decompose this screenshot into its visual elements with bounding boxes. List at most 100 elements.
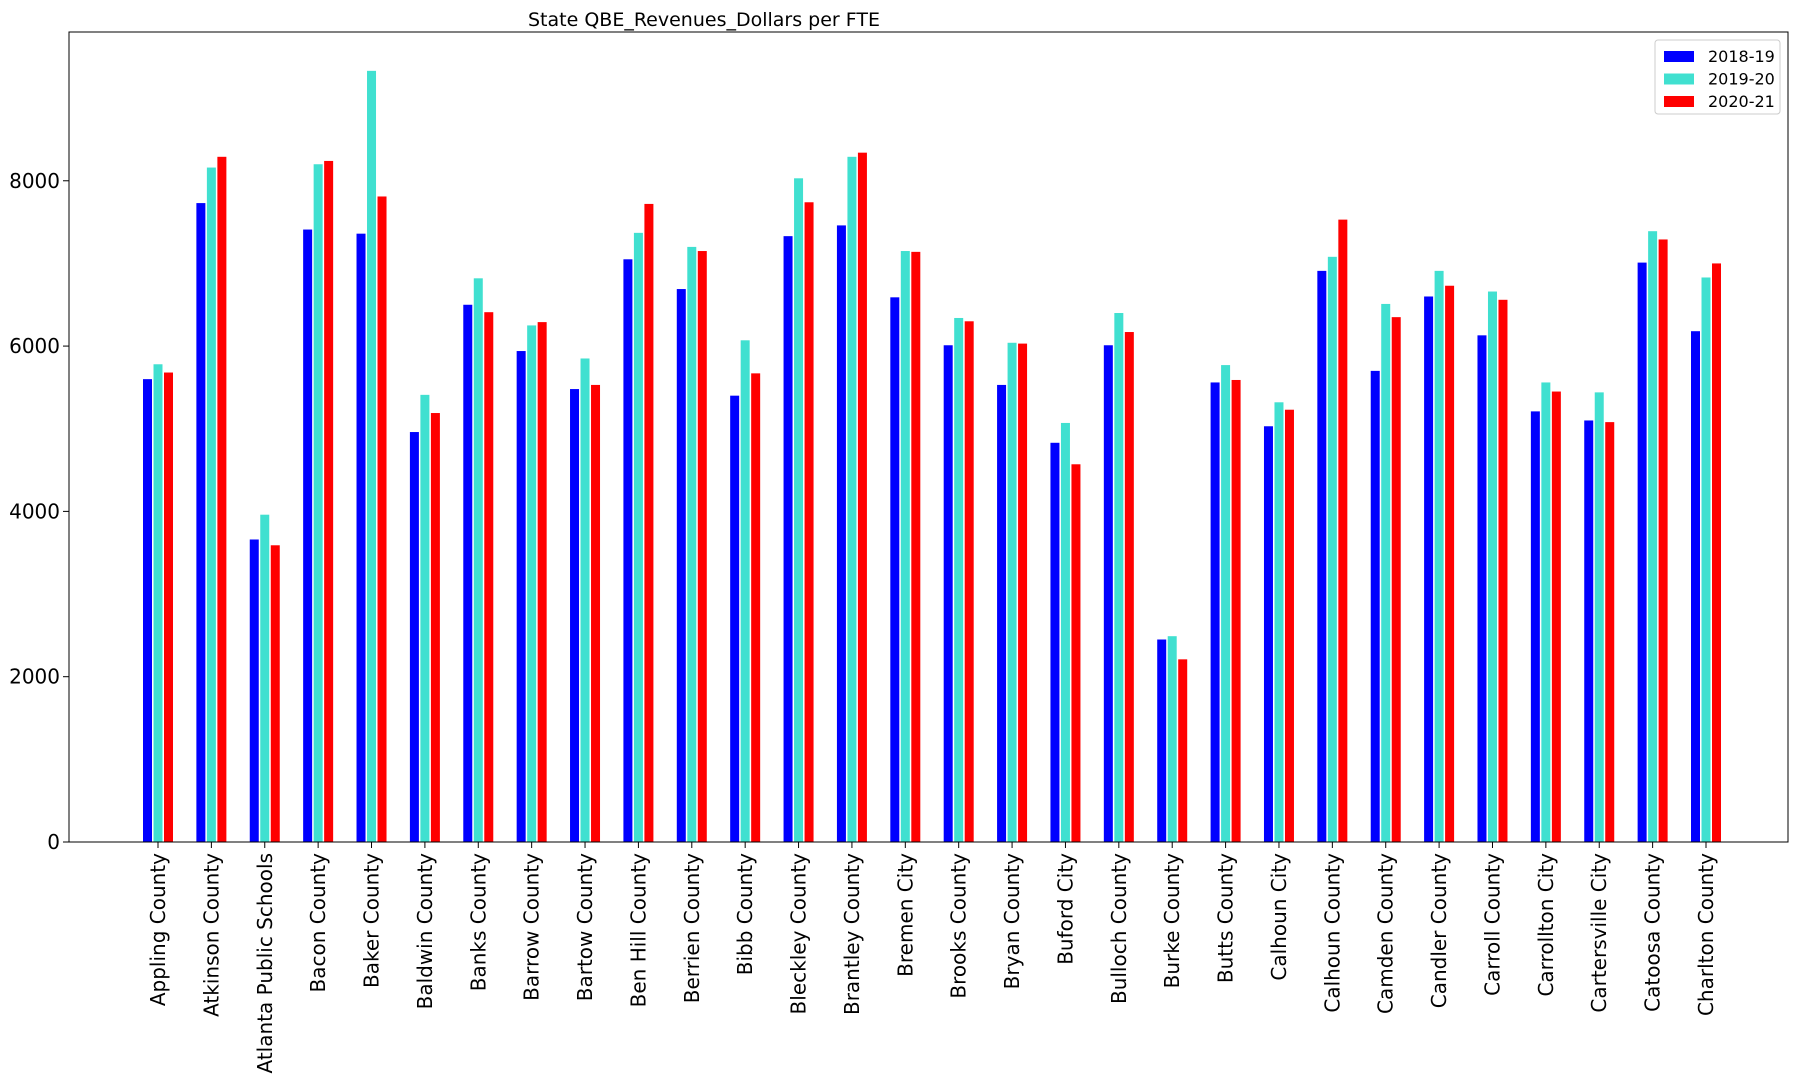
bar-2020-21-bremen-city (911, 251, 921, 843)
bar-2019-20-barrow-county (527, 325, 537, 842)
bar-2020-21-calhoun-city (1284, 409, 1294, 842)
bar-2019-20-buford-city (1060, 422, 1070, 842)
bar-2018-19-catoosa-county (1637, 262, 1647, 843)
bar-2020-21-carrollton-city (1551, 391, 1561, 842)
bar-2018-19-banks-county (463, 304, 473, 842)
bar-2020-21-bryan-county (1018, 343, 1028, 842)
x-tick-label: Bryan County (1000, 853, 1024, 989)
bar-2019-20-baker-county (367, 70, 377, 843)
bar-2018-19-baldwin-county (409, 432, 419, 842)
bar-2018-19-bryan-county (997, 384, 1007, 842)
bar-2018-19-appling-county (143, 379, 152, 842)
bar-2018-19-baker-county (356, 233, 366, 843)
bar-2020-21-baker-county (377, 196, 387, 843)
x-tick-label: Appling County (146, 853, 170, 1006)
y-tick-label: 4000 (9, 499, 60, 523)
x-tick-label: Carroll County (1480, 853, 1504, 996)
x-tick-label: Butts County (1214, 853, 1238, 983)
bar-2019-20-burke-county (1167, 636, 1177, 842)
bar-2018-19-bartow-county (570, 389, 580, 842)
x-tick-label: Calhoun County (1320, 853, 1344, 1013)
bar-2019-20-butts-county (1221, 365, 1231, 842)
bar-2020-21-calhoun-county (1338, 219, 1348, 842)
x-tick-label: Banks County (466, 853, 490, 991)
x-tick-label: Atlanta Public Schools (253, 853, 277, 1073)
bar-2019-20-atkinson-county (206, 167, 216, 843)
bar-2020-21-catoosa-county (1658, 239, 1668, 842)
legend-label: 2019-20 (1708, 70, 1775, 89)
x-tick-label: Cartersville City (1587, 853, 1611, 1013)
bar-2018-19-buford-city (1050, 442, 1060, 842)
y-axis: 0 2000 4000 6000 8000 (9, 169, 69, 854)
bar-2018-19-bacon-county (303, 229, 313, 843)
x-tick-label: Bacon County (306, 853, 330, 993)
x-tick-label: Calhoun City (1267, 853, 1291, 981)
bar-2018-19-bibb-county (730, 395, 740, 842)
bar-2020-21-brantley-county (857, 152, 867, 843)
bar-2020-21-atlanta-public-schools (270, 545, 280, 842)
bar-2020-21-cartersville-city (1605, 422, 1615, 842)
bar-2018-19-candler-county (1424, 296, 1434, 842)
bar-2019-20-atlanta-public-schools (260, 514, 270, 842)
bar-2020-21-carroll-county (1498, 299, 1508, 842)
legend-swatch (1664, 73, 1694, 85)
x-tick-label: Ben Hill County (626, 853, 650, 1008)
x-tick-label: Camden County (1374, 853, 1398, 1014)
bar-2019-20-catoosa-county (1648, 231, 1658, 842)
bar-2020-21-bibb-county (751, 373, 761, 842)
bar-2019-20-bartow-county (580, 358, 590, 842)
bar-2020-21-butts-county (1231, 379, 1241, 842)
x-tick-label: Catoosa County (1641, 853, 1665, 1012)
legend-swatch (1664, 96, 1694, 107)
bar-2019-20-bremen-city (900, 251, 910, 842)
bar-2020-21-ben-hill-county (644, 203, 654, 843)
bar-2020-21-berrien-county (697, 251, 707, 842)
bar-2019-20-candler-county (1434, 270, 1444, 842)
bar-2018-19-brantley-county (836, 225, 846, 842)
bar-2018-19-bremen-city (890, 297, 900, 842)
x-tick-label: Baker County (360, 853, 384, 988)
x-tick-label: Bremen City (893, 853, 917, 977)
y-tick-label: 2000 (9, 665, 60, 689)
legend-label: 2018-19 (1708, 47, 1775, 66)
bar-2020-21-candler-county (1445, 285, 1455, 842)
bar-2018-19-bleckley-county (783, 236, 793, 842)
x-axis: Appling County Atkinson County Atlanta Pub… (146, 842, 1718, 1073)
bar-2020-21-brooks-county (964, 321, 974, 842)
x-tick-label: Brantley County (840, 853, 864, 1015)
chart-title: State QBE_Revenues_Dollars per FTE (528, 9, 880, 31)
legend-label: 2020-21 (1708, 92, 1775, 111)
bar-2020-21-camden-county (1391, 317, 1401, 842)
bar-2019-20-charlton-county (1701, 277, 1711, 843)
bar-2019-20-carroll-county (1487, 291, 1497, 842)
bar-2020-21-bulloch-county (1124, 332, 1134, 842)
bar-2018-19-brooks-county (943, 345, 953, 842)
bar-2018-19-burke-county (1157, 639, 1167, 842)
bar-2018-19-berrien-county (676, 289, 686, 842)
bar-2019-20-bulloch-county (1114, 313, 1124, 842)
x-tick-label: Burke County (1160, 853, 1184, 989)
bar-2019-20-brantley-county (847, 156, 857, 842)
bar-2019-20-bacon-county (313, 164, 323, 843)
y-tick-label: 6000 (9, 334, 60, 358)
x-tick-label: Bleckley County (787, 853, 811, 1015)
bar-2018-19-calhoun-county (1317, 270, 1327, 842)
bar-2019-20-cartersville-city (1594, 392, 1604, 842)
bar-2019-20-calhoun-city (1274, 402, 1284, 842)
bar-2020-21-bleckley-county (804, 202, 814, 842)
x-tick-label: Carrollton City (1534, 853, 1558, 997)
x-tick-label: Charlton County (1694, 853, 1718, 1016)
bar-2020-21-appling-county (164, 372, 173, 842)
bar-2018-19-butts-county (1210, 382, 1220, 842)
bar-2020-21-burke-county (1178, 659, 1188, 842)
x-tick-label: Barrow County (520, 853, 544, 1001)
bar-2019-20-bibb-county (740, 340, 750, 842)
bar-2020-21-buford-city (1071, 464, 1081, 842)
bar-2020-21-bartow-county (591, 384, 601, 842)
bar-2019-20-calhoun-county (1327, 256, 1337, 842)
bar-2019-20-ben-hill-county (633, 232, 643, 843)
bar-2018-19-bulloch-county (1103, 345, 1113, 842)
x-tick-label: Candler County (1427, 853, 1451, 1008)
x-tick-label: Atkinson County (199, 853, 223, 1017)
y-tick-label: 0 (47, 830, 60, 854)
